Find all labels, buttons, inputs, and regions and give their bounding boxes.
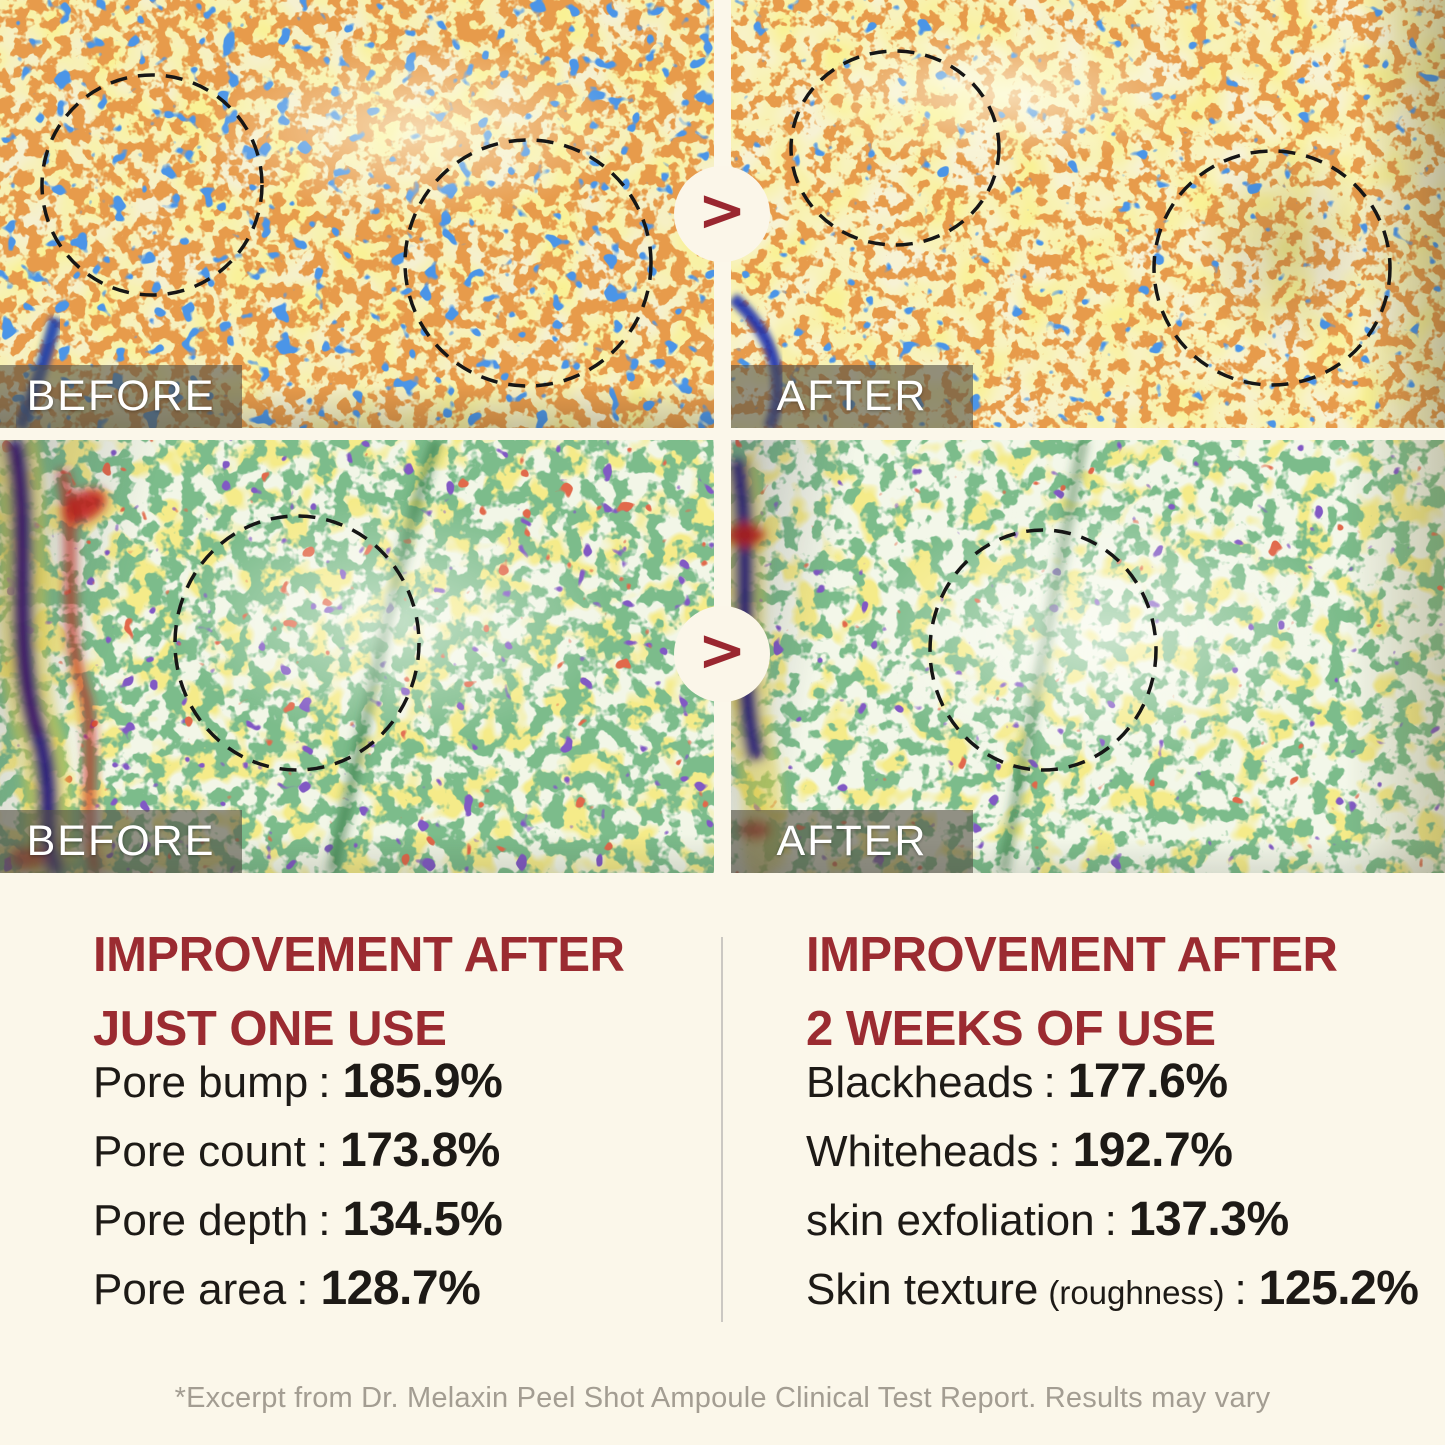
- analysis-circles: [40, 73, 653, 388]
- stat-label: Skin texture: [806, 1265, 1039, 1314]
- before-label: BEFORE: [0, 810, 242, 873]
- stat-value: 125.2%: [1258, 1262, 1419, 1315]
- stat-colon: :: [1043, 1058, 1056, 1107]
- title-line: IMPROVEMENT AFTER: [93, 928, 625, 982]
- stat-colon: :: [315, 1127, 329, 1176]
- disclaimer-text: *Excerpt from Dr. Melaxin Peel Shot Ampo…: [174, 1382, 1271, 1414]
- stat-label: Pore area: [93, 1265, 287, 1314]
- stat-row: Whiteheads:192.7%: [806, 1125, 1418, 1178]
- stat-row: Pore count:173.8%: [93, 1125, 502, 1178]
- before-label: BEFORE: [0, 365, 242, 428]
- stat-label: Blackheads: [806, 1058, 1034, 1107]
- left-stats-list: Pore bump:185.9% Pore count:173.8% Pore …: [93, 1055, 503, 1316]
- stat-colon: :: [296, 1265, 309, 1314]
- stat-value: 128.7%: [320, 1262, 481, 1315]
- stat-value: 185.9%: [342, 1055, 503, 1108]
- stat-colon: :: [1104, 1196, 1117, 1245]
- stat-value: 173.8%: [340, 1124, 500, 1177]
- arrow-badge-top: >: [674, 166, 770, 262]
- arrow-right-icon: >: [697, 176, 747, 244]
- title-line: JUST ONE USE: [93, 1002, 447, 1056]
- after-label: AFTER: [731, 810, 973, 873]
- panel-top-before: BEFORE: [0, 0, 714, 428]
- lighting-overlay: [731, 0, 1445, 428]
- stat-row: Skin texture (roughness):125.2%: [806, 1262, 1419, 1319]
- stat-row: Pore area:128.7%: [93, 1263, 502, 1316]
- stat-value: 177.6%: [1067, 1055, 1228, 1108]
- dashed-analysis-circle: [403, 138, 653, 388]
- stat-value: 192.7%: [1072, 1124, 1233, 1177]
- stat-row: skin exfoliation:137.3%: [806, 1194, 1418, 1247]
- right-stats-list: Blackheads:177.6% Whiteheads:192.7% skin…: [806, 1056, 1419, 1319]
- analysis-circles: [173, 514, 421, 772]
- analysis-circles: [928, 528, 1158, 772]
- stat-value: 137.3%: [1128, 1193, 1289, 1246]
- stat-colon: :: [318, 1196, 331, 1245]
- left-stats-title: IMPROVEMENT AFTER JUST ONE USE: [93, 918, 625, 1066]
- stat-label: Whiteheads: [806, 1127, 1039, 1176]
- right-stats-title: IMPROVEMENT AFTER 2 WEEKS OF USE: [806, 918, 1338, 1066]
- dashed-analysis-circle: [1152, 149, 1392, 387]
- stat-colon: :: [1234, 1265, 1247, 1314]
- stat-value: 134.5%: [342, 1193, 503, 1246]
- stat-colon: :: [1048, 1127, 1061, 1176]
- lighting-overlay: [0, 0, 714, 428]
- stat-row: Blackheads:177.6%: [806, 1056, 1418, 1109]
- lighting-overlay: [0, 440, 714, 873]
- arrow-right-icon: >: [697, 616, 747, 684]
- dashed-analysis-circle: [928, 528, 1158, 772]
- dashed-analysis-circle: [40, 73, 264, 297]
- stat-label: Pore depth: [93, 1196, 309, 1245]
- title-line: IMPROVEMENT AFTER: [806, 928, 1338, 982]
- stat-colon: :: [318, 1058, 331, 1107]
- dashed-analysis-circle: [173, 514, 421, 772]
- panel-top-after: AFTER: [731, 0, 1445, 428]
- stat-label: skin exfoliation: [806, 1196, 1095, 1245]
- panel-bottom-after: AFTER: [731, 440, 1445, 873]
- analysis-circles: [789, 49, 1392, 387]
- after-label: AFTER: [731, 365, 973, 428]
- dashed-analysis-circle: [789, 49, 1001, 247]
- stat-label: Pore count: [93, 1127, 306, 1176]
- stat-row: Pore bump:185.9%: [93, 1055, 503, 1109]
- title-line: 2 WEEKS OF USE: [806, 1002, 1216, 1056]
- lighting-overlay: [731, 440, 1445, 873]
- stat-note: (roughness): [1048, 1274, 1225, 1311]
- panel-bottom-before: BEFORE: [0, 440, 714, 873]
- column-divider: [721, 937, 723, 1322]
- stat-row: Pore depth:134.5%: [93, 1193, 503, 1247]
- stat-label: Pore bump: [93, 1058, 309, 1107]
- arrow-badge-bottom: >: [674, 606, 770, 702]
